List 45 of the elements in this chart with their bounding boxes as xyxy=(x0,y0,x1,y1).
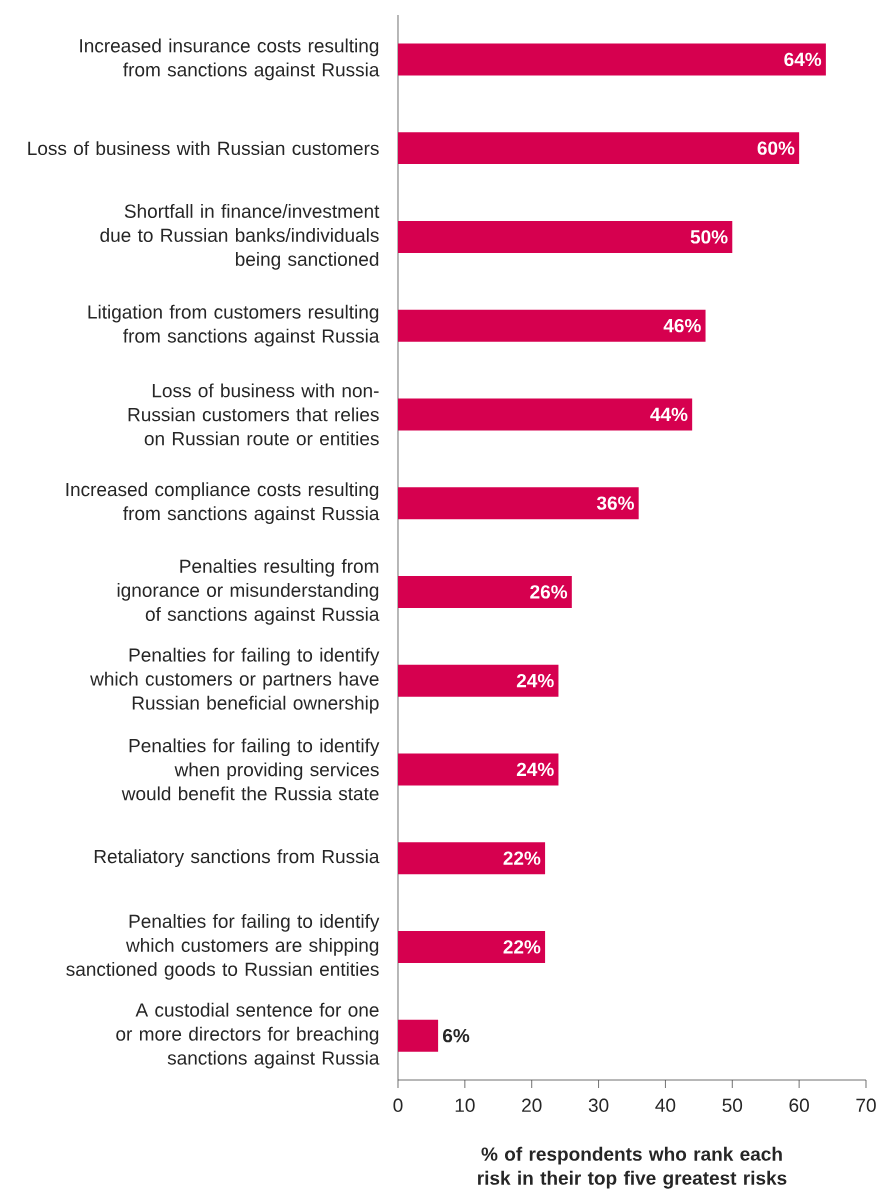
data-label: 22% xyxy=(503,851,541,865)
x-tick-label: 60 xyxy=(789,1098,809,1112)
data-label: 6% xyxy=(443,1028,470,1043)
bar xyxy=(398,1019,439,1052)
data-label: 60% xyxy=(757,141,795,155)
y-tick-label: Litigation from customers resulting from sanctions against Russia xyxy=(88,304,380,347)
bar xyxy=(398,220,733,253)
bar xyxy=(398,753,559,786)
x-axis-title: % of respondents who rank each risk in their top five greatest risks xyxy=(478,1146,787,1189)
y-tick-label: Increased compliance costs resulting from sanctions against Russia xyxy=(66,482,380,524)
data-label: 26% xyxy=(530,585,568,599)
data-label: 22% xyxy=(503,940,541,954)
bar xyxy=(398,664,559,697)
y-tick-label: A custodial sentence for one or more directors for breaching sanctions against Russia xyxy=(116,1002,380,1069)
bar xyxy=(398,43,826,76)
y-tick-label: Penalties for failing to identify when providing services would benefit the Russia state xyxy=(121,738,380,801)
y-tick-label: Penalties for failing to identify which customers are shipping sanctioned goods to Russian entities xyxy=(66,914,380,980)
data-label: 36% xyxy=(596,496,634,510)
y-tick-label: Increased insurance costs resulting from sanctions against Russia xyxy=(80,38,380,81)
y-tick-label: Penalties resulting from ignorance or misunderstanding of sanctions against Russia xyxy=(117,559,380,625)
y-tick-label: Penalties for failing to identify which customers or partners have Russian beneficial ownership xyxy=(90,647,380,714)
x-tick-label: 0 xyxy=(393,1098,403,1112)
data-label: 24% xyxy=(516,762,554,777)
bar xyxy=(398,842,546,875)
x-tick-label: 30 xyxy=(588,1098,609,1112)
x-tick-label: 70 xyxy=(856,1098,876,1112)
data-label: 44% xyxy=(650,407,688,422)
bar xyxy=(398,575,572,608)
data-label: 46% xyxy=(663,318,701,333)
data-label: 64% xyxy=(784,52,822,67)
x-tick-label: 40 xyxy=(655,1098,676,1112)
bar xyxy=(398,398,693,431)
y-tick-label: Loss of business with Russian customers xyxy=(28,141,379,156)
bar xyxy=(398,487,639,520)
x-tick-label: 50 xyxy=(722,1098,743,1112)
data-label: 24% xyxy=(516,673,554,688)
bar xyxy=(398,930,546,963)
bar xyxy=(398,132,800,165)
x-tick-label: 20 xyxy=(522,1098,542,1112)
data-label: 50% xyxy=(690,230,728,244)
y-tick-label: Retaliatory sanctions from Russia xyxy=(94,849,380,867)
x-tick-label: 10 xyxy=(455,1098,475,1112)
y-tick-label: Shortfall in finance/investment due to Russian banks/individuals being sanctioned xyxy=(100,204,380,270)
y-tick-label: Loss of business with non-Russian customers that relies on Russian route or entities xyxy=(128,383,379,446)
bar xyxy=(398,309,706,342)
